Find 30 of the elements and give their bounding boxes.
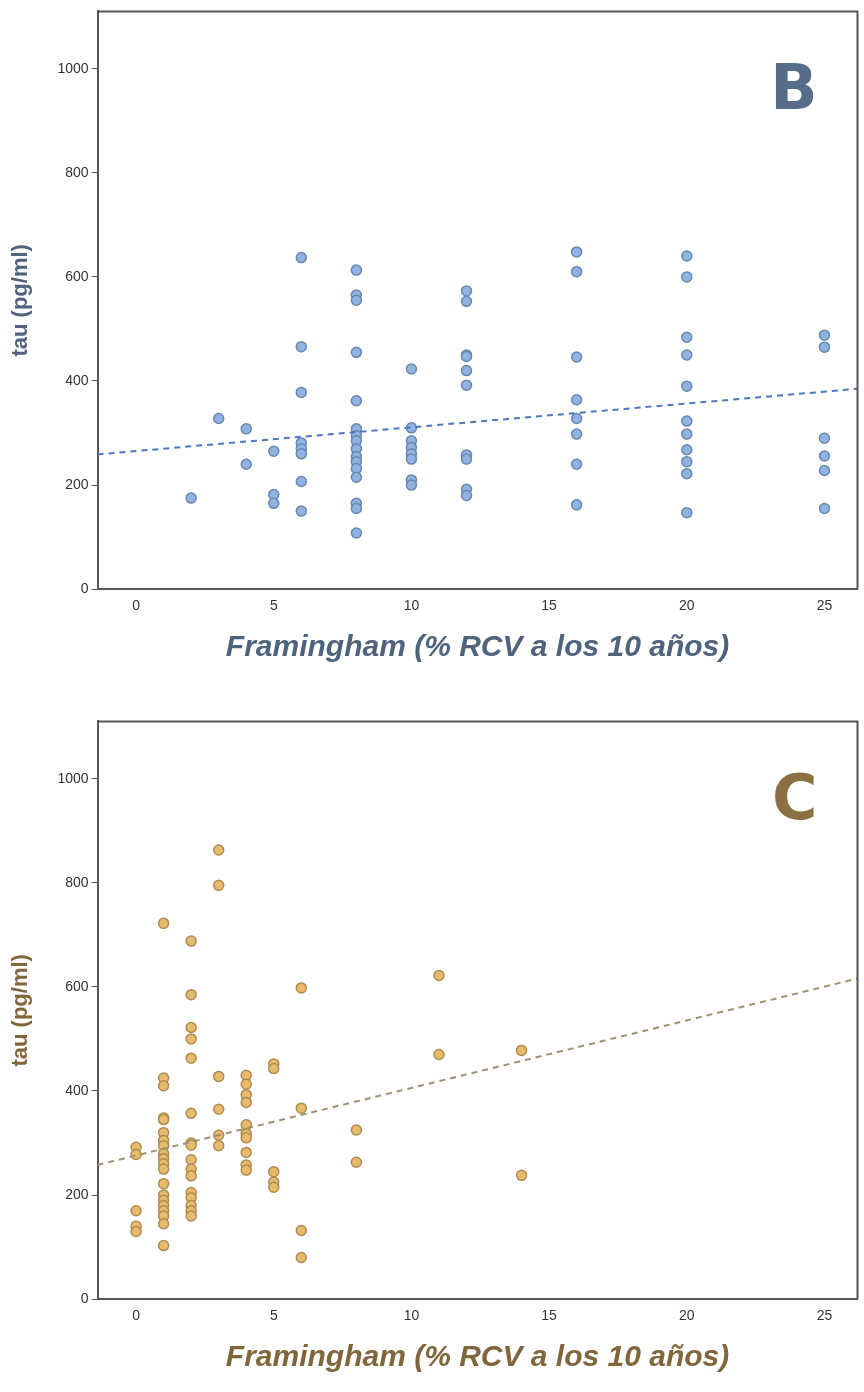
x-tick-label: 5 <box>269 597 278 614</box>
y-tick-label: 1000 <box>57 769 89 786</box>
y-tick-label: 0 <box>80 1290 89 1307</box>
x-axis-title: Framingham (% RCV a los 10 años) <box>225 1339 730 1373</box>
y-tick-label: 1000 <box>57 59 89 76</box>
x-tick-label: 25 <box>816 597 833 614</box>
x-tick-label: 20 <box>679 597 695 614</box>
x-tick-label: 15 <box>541 597 558 614</box>
y-tick-label: 600 <box>65 267 89 284</box>
y-tick-label: 800 <box>65 873 89 890</box>
x-tick-label: 20 <box>679 1307 695 1324</box>
x-tick-label: 15 <box>541 1307 558 1324</box>
y-tick-label: 800 <box>65 163 89 180</box>
y-tick-label: 400 <box>65 371 89 388</box>
y-tick-label: 0 <box>80 580 89 597</box>
x-tick-label: 0 <box>132 1307 141 1324</box>
x-tick-label: 25 <box>816 1307 833 1324</box>
x-axis-title: Framingham (% RCV a los 10 años) <box>225 629 730 663</box>
y-axis-title: tau (pg/ml) <box>7 954 33 1067</box>
y-tick-label: 600 <box>65 977 89 994</box>
x-tick-label: 10 <box>403 1307 420 1324</box>
annotation: B <box>770 50 818 124</box>
y-axis-title: tau (pg/ml) <box>7 244 33 357</box>
x-tick-label: 5 <box>269 1307 278 1324</box>
x-tick-label: 0 <box>132 597 141 614</box>
y-tick-label: 400 <box>65 1081 89 1098</box>
annotation: C <box>771 760 818 834</box>
x-tick-label: 10 <box>403 597 420 614</box>
y-tick-label: 200 <box>65 1185 89 1202</box>
y-tick-label: 200 <box>65 475 89 492</box>
